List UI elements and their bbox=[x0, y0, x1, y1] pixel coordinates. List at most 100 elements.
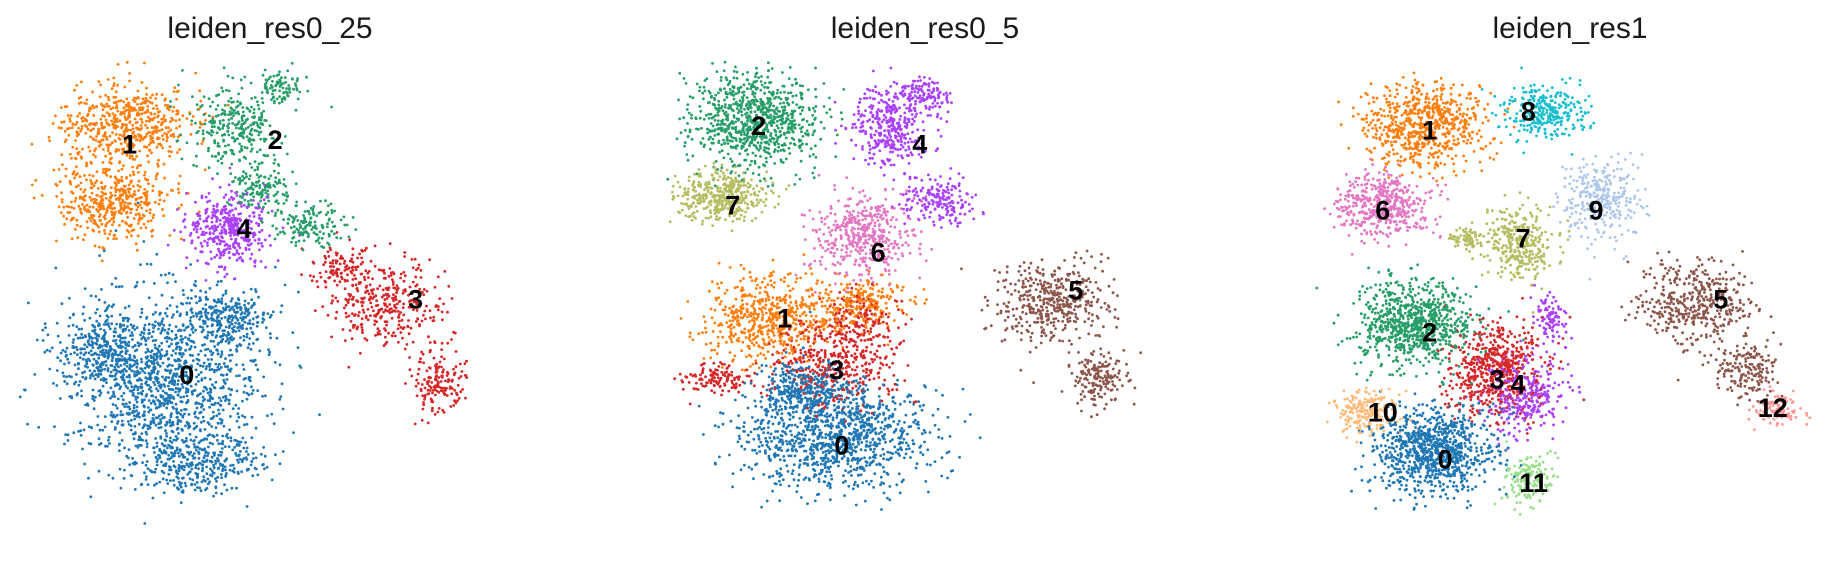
cell-point-cluster-0 bbox=[117, 443, 121, 447]
cell-point-cluster-2 bbox=[169, 105, 172, 108]
cell-point-cluster-4 bbox=[234, 237, 238, 241]
cell-point-cluster-2 bbox=[231, 111, 235, 115]
cell-point-cluster-3 bbox=[411, 280, 415, 284]
cell-point-cluster-0 bbox=[81, 447, 84, 451]
cell-point-cluster-3 bbox=[351, 304, 355, 307]
cell-point-cluster-4 bbox=[192, 221, 195, 225]
cell-point-cluster-0 bbox=[108, 348, 111, 352]
cell-point-cluster-1 bbox=[70, 126, 74, 130]
cell-point-cluster-1 bbox=[108, 232, 111, 236]
cell-point-cluster-1 bbox=[74, 228, 77, 231]
cell-point-cluster-1 bbox=[51, 122, 55, 125]
cell-point-cluster-2 bbox=[267, 199, 271, 203]
cell-point-cluster-2 bbox=[303, 210, 307, 213]
cell-point-cluster-0 bbox=[103, 425, 107, 429]
cell-point-cluster-0 bbox=[206, 347, 210, 351]
cell-point-cluster-4 bbox=[211, 239, 215, 243]
cell-point-cluster-2 bbox=[294, 182, 298, 186]
cell-point-cluster-1 bbox=[132, 106, 136, 110]
cell-point-cluster-0 bbox=[182, 468, 186, 472]
cell-point-cluster-2 bbox=[311, 211, 315, 215]
cell-point-cluster-4 bbox=[235, 258, 239, 262]
cell-point-cluster-0 bbox=[195, 481, 199, 484]
cell-point-cluster-0 bbox=[219, 279, 223, 283]
cell-point-cluster-0 bbox=[71, 313, 75, 317]
cell-point-cluster-2 bbox=[262, 109, 266, 113]
cell-point-cluster-3 bbox=[404, 382, 407, 385]
cell-point-cluster-3 bbox=[407, 293, 410, 297]
cell-point-cluster-0 bbox=[125, 375, 129, 379]
cell-point-cluster-0 bbox=[197, 452, 201, 455]
cell-point-cluster-3 bbox=[310, 279, 314, 282]
cell-point-cluster-1 bbox=[148, 211, 152, 215]
cell-point-cluster-3 bbox=[445, 394, 449, 397]
cell-point-cluster-2 bbox=[322, 232, 325, 236]
cell-point-cluster-0 bbox=[144, 351, 148, 354]
cell-point-cluster-1 bbox=[110, 156, 113, 160]
cell-point-cluster-2 bbox=[686, 158, 690, 162]
cell-point-cluster-0 bbox=[211, 330, 215, 334]
cell-point-cluster-1 bbox=[130, 109, 134, 112]
cell-point-cluster-0 bbox=[194, 415, 198, 419]
cell-point-cluster-4 bbox=[228, 247, 232, 251]
cell-point-cluster-3 bbox=[400, 318, 404, 322]
cell-point-cluster-0 bbox=[95, 342, 99, 346]
cell-point-cluster-1 bbox=[125, 210, 129, 214]
cell-point-cluster-1 bbox=[74, 197, 78, 200]
cell-point-cluster-0 bbox=[197, 457, 201, 460]
cell-point-cluster-3 bbox=[324, 260, 327, 264]
cell-point-cluster-3 bbox=[442, 368, 445, 372]
cell-point-cluster-2 bbox=[339, 236, 343, 240]
cell-point-cluster-0 bbox=[119, 413, 123, 417]
cell-point-cluster-3 bbox=[354, 265, 357, 269]
cell-point-cluster-0 bbox=[152, 360, 156, 363]
cell-point-cluster-2 bbox=[236, 100, 239, 103]
cell-point-cluster-0 bbox=[196, 475, 200, 478]
cell-point-cluster-2 bbox=[275, 227, 278, 231]
cell-point-cluster-0 bbox=[214, 304, 218, 308]
cell-point-cluster-0 bbox=[250, 459, 254, 463]
cell-point-cluster-0 bbox=[156, 389, 160, 393]
cell-point-cluster-4 bbox=[237, 212, 241, 216]
cell-point-cluster-1 bbox=[47, 135, 51, 139]
cell-point-cluster-6 bbox=[884, 214, 888, 217]
cell-point-cluster-0 bbox=[243, 423, 246, 427]
cell-point-cluster-1 bbox=[152, 107, 155, 110]
cell-point-cluster-0 bbox=[236, 326, 239, 330]
cell-point-cluster-0 bbox=[135, 409, 138, 413]
cell-point-cluster-1 bbox=[102, 247, 106, 250]
cell-point-cluster-1 bbox=[110, 213, 114, 217]
cell-point-cluster-0 bbox=[165, 478, 169, 482]
cell-point-cluster-0 bbox=[56, 356, 60, 360]
cell-point-cluster-0 bbox=[112, 390, 115, 394]
cell-point-cluster-1 bbox=[96, 187, 100, 190]
cell-point-cluster-2 bbox=[180, 157, 184, 161]
cell-point-cluster-0 bbox=[144, 362, 148, 366]
cell-point-cluster-0 bbox=[96, 415, 100, 418]
cell-point-cluster-2 bbox=[273, 99, 276, 103]
cell-point-cluster-0 bbox=[129, 474, 133, 477]
cell-point-cluster-1 bbox=[82, 190, 86, 194]
cell-point-cluster-1 bbox=[127, 108, 130, 112]
cell-point-cluster-0 bbox=[225, 488, 229, 492]
cell-point-cluster-0 bbox=[221, 464, 225, 468]
cell-point-cluster-1 bbox=[106, 105, 110, 108]
cell-point-cluster-2 bbox=[231, 76, 235, 80]
cell-point-cluster-0 bbox=[95, 366, 99, 369]
cell-point-cluster-1 bbox=[73, 156, 77, 160]
cell-point-cluster-5 bbox=[1084, 358, 1087, 362]
cell-point-cluster-4 bbox=[235, 249, 239, 252]
cell-point-cluster-0 bbox=[227, 353, 231, 357]
cell-point-cluster-0 bbox=[206, 477, 210, 481]
cell-point-cluster-2 bbox=[276, 233, 280, 236]
cell-point-cluster-3 bbox=[413, 299, 417, 303]
cell-point-cluster-1 bbox=[143, 173, 146, 177]
cell-point-cluster-4 bbox=[200, 244, 204, 248]
cell-point-cluster-0 bbox=[194, 279, 197, 283]
cell-point-cluster-3 bbox=[415, 300, 419, 304]
cell-point-cluster-2 bbox=[267, 177, 271, 181]
cell-point-cluster-3 bbox=[382, 268, 386, 272]
cell-point-cluster-1 bbox=[78, 175, 82, 178]
cell-point-cluster-0 bbox=[147, 364, 151, 368]
cell-point-cluster-0 bbox=[194, 448, 198, 452]
